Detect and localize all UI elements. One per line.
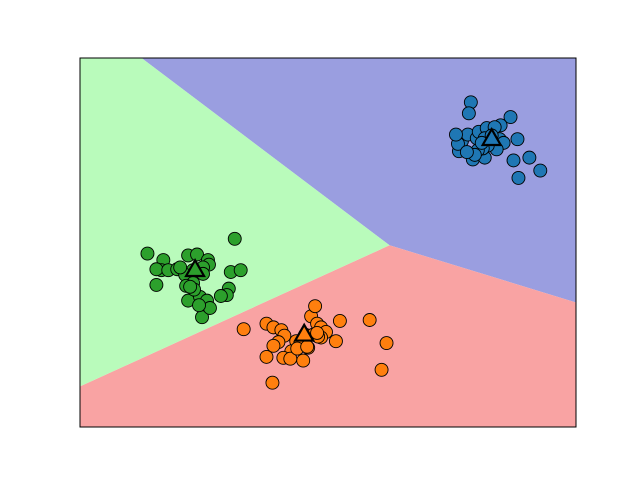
scatter-points: [140, 95, 548, 390]
point-cluster-0-7: [522, 150, 537, 165]
decision-regions: [80, 58, 576, 427]
center-cluster-1: [293, 322, 316, 342]
point-cluster-2-0: [140, 246, 155, 261]
point-cluster-2-30: [183, 279, 198, 294]
point-cluster-0-6: [511, 170, 526, 185]
point-cluster-0-9: [506, 153, 521, 168]
point-cluster-2-28: [227, 231, 242, 246]
point-cluster-2-27: [233, 263, 248, 278]
plot-frame: [79, 57, 577, 428]
center-cluster-2: [184, 258, 206, 278]
point-cluster-2-7: [190, 247, 205, 262]
point-cluster-1-26: [374, 362, 389, 377]
cluster-centers: [184, 127, 503, 342]
point-cluster-0-26: [459, 145, 474, 160]
point-cluster-2-3: [149, 262, 164, 277]
region-cluster-2: [80, 58, 390, 387]
point-cluster-1-16: [266, 338, 281, 353]
point-cluster-0-28: [461, 106, 476, 121]
point-cluster-1-30: [300, 339, 315, 354]
point-cluster-0-27: [449, 127, 463, 142]
point-cluster-2-25: [192, 298, 206, 313]
point-cluster-1-31: [310, 325, 325, 340]
point-cluster-1-17: [259, 349, 274, 364]
point-cluster-0-3: [510, 132, 525, 147]
point-cluster-1-25: [379, 336, 394, 351]
point-cluster-1-28: [283, 351, 298, 366]
center-cluster-0: [480, 127, 503, 147]
point-cluster-1-32: [308, 299, 323, 314]
point-cluster-1-23: [332, 313, 347, 328]
point-cluster-1-27: [265, 375, 280, 390]
point-cluster-1-0: [236, 322, 251, 337]
point-cluster-1-22: [328, 334, 343, 349]
point-cluster-0-8: [533, 163, 548, 178]
point-cluster-2-13: [173, 260, 188, 275]
point-cluster-2-23: [213, 289, 228, 303]
point-cluster-1-24: [362, 313, 377, 327]
point-cluster-2-31: [149, 277, 164, 292]
point-cluster-1-19: [296, 353, 311, 368]
point-cluster-0-1: [503, 110, 518, 124]
